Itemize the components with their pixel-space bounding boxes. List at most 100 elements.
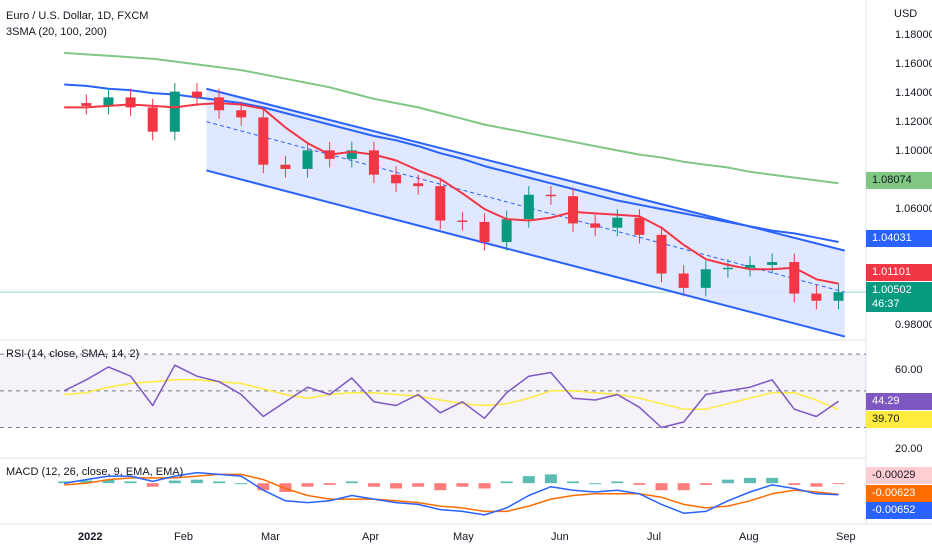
candle-body	[811, 293, 822, 301]
price-tick: 1.12000	[895, 116, 932, 128]
candle-body	[435, 186, 446, 221]
candle-body	[678, 273, 689, 288]
candle-body	[590, 223, 601, 228]
candle-body	[457, 220, 468, 222]
price-tick: 1.16000	[895, 58, 932, 70]
indicator-label[interactable]: 3SMA (20, 100, 200)	[6, 26, 107, 38]
macd-hist-bar	[80, 480, 93, 484]
last-price-value: 1.00502	[872, 284, 912, 296]
time-label: Aug	[739, 531, 759, 543]
candle-body	[125, 97, 136, 108]
macd-hist-bar	[168, 480, 181, 484]
time-label: May	[453, 531, 474, 543]
candle-body	[258, 117, 269, 165]
macd-label[interactable]: MACD (12, 26, close, 9, EMA, EMA)	[6, 466, 184, 478]
rsi-label[interactable]: RSI (14, close, SMA, 14, 2)	[6, 348, 140, 360]
macd-hist-bar	[721, 479, 734, 484]
sma20-path	[64, 102, 839, 285]
rsi-pane-plot	[0, 353, 866, 429]
time-label: Feb	[174, 531, 193, 543]
macd-hist-bar	[655, 483, 668, 491]
candle-body	[501, 219, 512, 243]
time-label: Apr	[362, 531, 380, 543]
price-tick: 0.98000	[895, 319, 932, 331]
time-label: Mar	[261, 531, 280, 543]
grid	[0, 0, 932, 525]
macd-hist-tag: -0.00029	[866, 467, 932, 484]
currency-label: USD	[894, 8, 918, 20]
macd-hist-bar	[279, 483, 292, 492]
rsi-tick: 20.00	[895, 443, 923, 455]
macd-hist-bar	[677, 483, 690, 491]
macd-hist-bar	[788, 483, 801, 485]
price-tick: 1.18000	[895, 29, 932, 41]
macd-line-path	[64, 471, 839, 516]
candle-body	[545, 194, 556, 197]
candle-body	[568, 196, 579, 224]
sma200-price-tag: 1.08074	[866, 172, 932, 189]
macd-hist-bar	[390, 483, 403, 489]
macd-hist-bar	[323, 483, 336, 485]
sma100-price-tag: 1.04031	[866, 230, 932, 247]
time-label: Jul	[647, 531, 662, 543]
macd-line-tag: -0.00652	[866, 502, 932, 519]
macd-hist-bar	[367, 483, 380, 487]
candle-body	[169, 91, 180, 132]
sma200-path	[64, 51, 839, 185]
macd-hist-bar	[124, 481, 137, 484]
sma20-line	[64, 102, 839, 285]
macd-hist-bar	[832, 483, 845, 485]
candle-body	[302, 150, 313, 169]
time-label: Jun	[551, 531, 569, 543]
candle-body	[280, 164, 291, 169]
macd-hist-bar	[766, 477, 779, 484]
channel-lower-line	[206, 169, 846, 338]
macd-hist-bar	[235, 483, 248, 485]
rsi-ma-value-tag: 39.70	[866, 411, 932, 428]
macd-hist-bar	[102, 479, 115, 484]
macd-hist-bar	[589, 483, 602, 485]
candle-body	[789, 262, 800, 294]
macd-hist-bar	[456, 483, 469, 487]
candle-body	[523, 194, 534, 220]
macd-hist-bar	[478, 483, 491, 489]
last-price-tag: 1.00502 46:37	[866, 282, 932, 312]
macd-hist-bar	[500, 481, 513, 484]
macd-hist-bar	[146, 483, 159, 487]
sma20-price-tag: 1.01101	[866, 264, 932, 281]
candle-body	[612, 217, 623, 228]
macd-hist-bar	[810, 483, 823, 487]
macd-hist-bar	[412, 483, 425, 487]
bar-countdown: 46:37	[872, 298, 900, 310]
rsi-ma-path	[64, 379, 839, 411]
rsi-value-tag: 44.29	[866, 393, 932, 410]
candle-body	[722, 267, 733, 270]
candle-body	[767, 262, 778, 265]
macd-hist-bar	[567, 481, 580, 484]
macd-hist-bar	[213, 481, 226, 484]
macd-hist-bar	[58, 481, 71, 484]
candle-body	[346, 150, 357, 159]
candle-body	[634, 217, 645, 235]
price-tick: 1.10000	[895, 145, 932, 157]
price-tick: 1.06000	[895, 203, 932, 215]
macd-hist-bar	[190, 479, 203, 484]
candle-body	[81, 103, 92, 106]
candle-body	[833, 292, 844, 301]
macd-signal-path	[64, 473, 839, 513]
macd-hist-bar	[345, 481, 358, 484]
candle-body	[236, 110, 247, 118]
macd-hist-bar	[744, 477, 757, 484]
candle-body	[191, 91, 202, 98]
candle-body	[479, 221, 490, 243]
time-label: 2022	[78, 531, 103, 543]
symbol-title[interactable]: Euro / U.S. Dollar, 1D, FXCM	[6, 10, 149, 22]
price-tick: 1.14000	[895, 87, 932, 99]
candle-body	[700, 269, 711, 288]
time-label: Sep	[836, 531, 856, 543]
macd-hist-bar	[699, 483, 712, 485]
sma200-line	[64, 51, 839, 185]
macd-hist-bar	[544, 474, 557, 484]
